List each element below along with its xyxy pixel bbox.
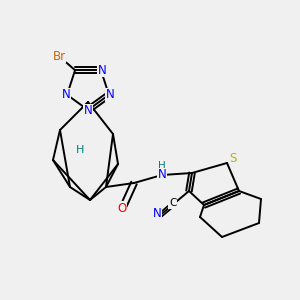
Text: N: N: [84, 104, 92, 118]
Text: H: H: [158, 161, 166, 171]
Text: N: N: [158, 169, 166, 182]
Text: N: N: [98, 64, 106, 77]
Text: O: O: [117, 202, 127, 214]
Text: H: H: [76, 145, 84, 155]
Text: Br: Br: [52, 50, 66, 63]
Text: C: C: [169, 198, 176, 208]
Text: N: N: [106, 88, 114, 101]
Text: S: S: [229, 152, 237, 164]
Text: N: N: [62, 88, 70, 101]
Text: N: N: [152, 207, 161, 220]
